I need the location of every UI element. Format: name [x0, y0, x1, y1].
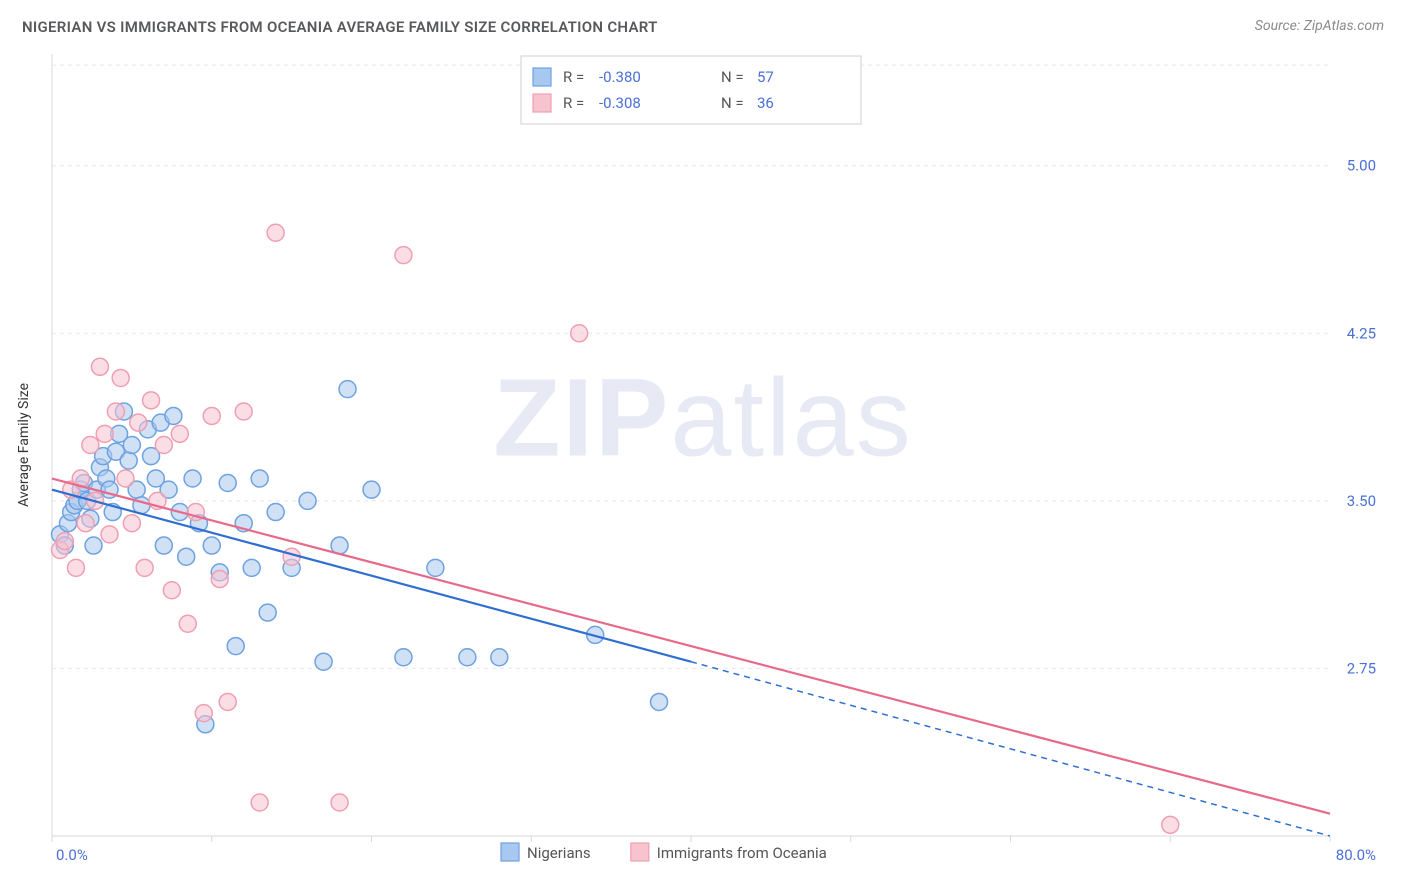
data-point	[107, 403, 124, 420]
stats-r-label: R =	[563, 94, 584, 112]
data-point	[219, 693, 236, 710]
legend-label: Immigrants from Oceania	[657, 844, 827, 862]
chart-container: ZIPatlas 2.753.504.255.000.0%80.0%Averag…	[0, 36, 1406, 866]
regression-line-ext	[691, 662, 1330, 836]
data-point	[491, 649, 508, 666]
data-point	[82, 437, 99, 454]
data-point	[251, 794, 268, 811]
data-point	[259, 604, 276, 621]
data-point	[155, 437, 172, 454]
y-tick-label: 2.75	[1347, 659, 1376, 677]
data-point	[117, 470, 134, 487]
data-point	[203, 407, 220, 424]
data-point	[267, 224, 284, 241]
data-point	[195, 705, 212, 722]
y-tick-label: 3.50	[1347, 492, 1376, 510]
data-point	[267, 504, 284, 521]
legend-label: Nigerians	[527, 844, 591, 862]
data-point	[123, 515, 140, 532]
data-point	[178, 548, 195, 565]
data-point	[395, 649, 412, 666]
data-point	[571, 325, 588, 342]
data-point	[136, 559, 153, 576]
data-point	[363, 481, 380, 498]
stats-n-value: 36	[757, 94, 774, 112]
data-point	[163, 582, 180, 599]
data-point	[651, 693, 668, 710]
data-point	[395, 247, 412, 264]
stats-n-label: N =	[721, 68, 744, 86]
data-point	[77, 515, 94, 532]
data-point	[130, 414, 147, 431]
legend-swatch	[501, 843, 519, 861]
data-point	[171, 425, 188, 442]
data-point	[67, 559, 84, 576]
x-min-label: 0.0%	[56, 846, 88, 864]
data-point	[331, 794, 348, 811]
data-point	[1162, 816, 1179, 833]
data-point	[85, 537, 102, 554]
data-point	[56, 533, 73, 550]
data-point	[339, 381, 356, 398]
data-point	[112, 369, 129, 386]
y-tick-label: 5.00	[1347, 157, 1376, 175]
data-point	[315, 653, 332, 670]
data-point	[219, 474, 236, 491]
stats-n-label: N =	[721, 94, 744, 112]
page-title: NIGERIAN VS IMMIGRANTS FROM OCEANIA AVER…	[22, 18, 658, 36]
y-axis-title: Average Family Size	[16, 383, 32, 507]
data-point	[243, 559, 260, 576]
chart-svg: 2.75 3.50 4.25 5.00 0.0% 80.0% Average Family …	[0, 36, 1406, 866]
legend-swatch	[631, 843, 649, 861]
data-point	[155, 537, 172, 554]
source-value: ZipAtlas.com	[1304, 18, 1384, 34]
data-point	[251, 470, 268, 487]
stats-r-value: -0.308	[599, 94, 641, 112]
data-point	[165, 407, 182, 424]
data-point	[123, 437, 140, 454]
data-point	[143, 392, 160, 409]
stats-swatch	[533, 68, 551, 86]
data-point	[179, 615, 196, 632]
data-point	[427, 559, 444, 576]
stats-box	[521, 56, 861, 124]
data-point	[211, 571, 228, 588]
data-point	[96, 425, 113, 442]
y-tick-label: 4.25	[1347, 324, 1376, 342]
data-point	[203, 537, 220, 554]
data-point	[459, 649, 476, 666]
header: NIGERIAN VS IMMIGRANTS FROM OCEANIA AVER…	[0, 0, 1406, 36]
stats-r-value: -0.380	[599, 68, 641, 86]
stats-n-value: 57	[757, 68, 774, 86]
data-point	[184, 470, 201, 487]
data-point	[299, 492, 316, 509]
data-point	[235, 403, 252, 420]
source-label: Source:	[1255, 18, 1300, 34]
stats-r-label: R =	[563, 68, 584, 86]
source-credit: Source: ZipAtlas.com	[1255, 18, 1384, 34]
data-point	[120, 452, 137, 469]
data-point	[91, 358, 108, 375]
data-point	[227, 638, 244, 655]
x-max-label: 80.0%	[1336, 846, 1376, 864]
stats-swatch	[533, 94, 551, 112]
data-point	[101, 526, 118, 543]
